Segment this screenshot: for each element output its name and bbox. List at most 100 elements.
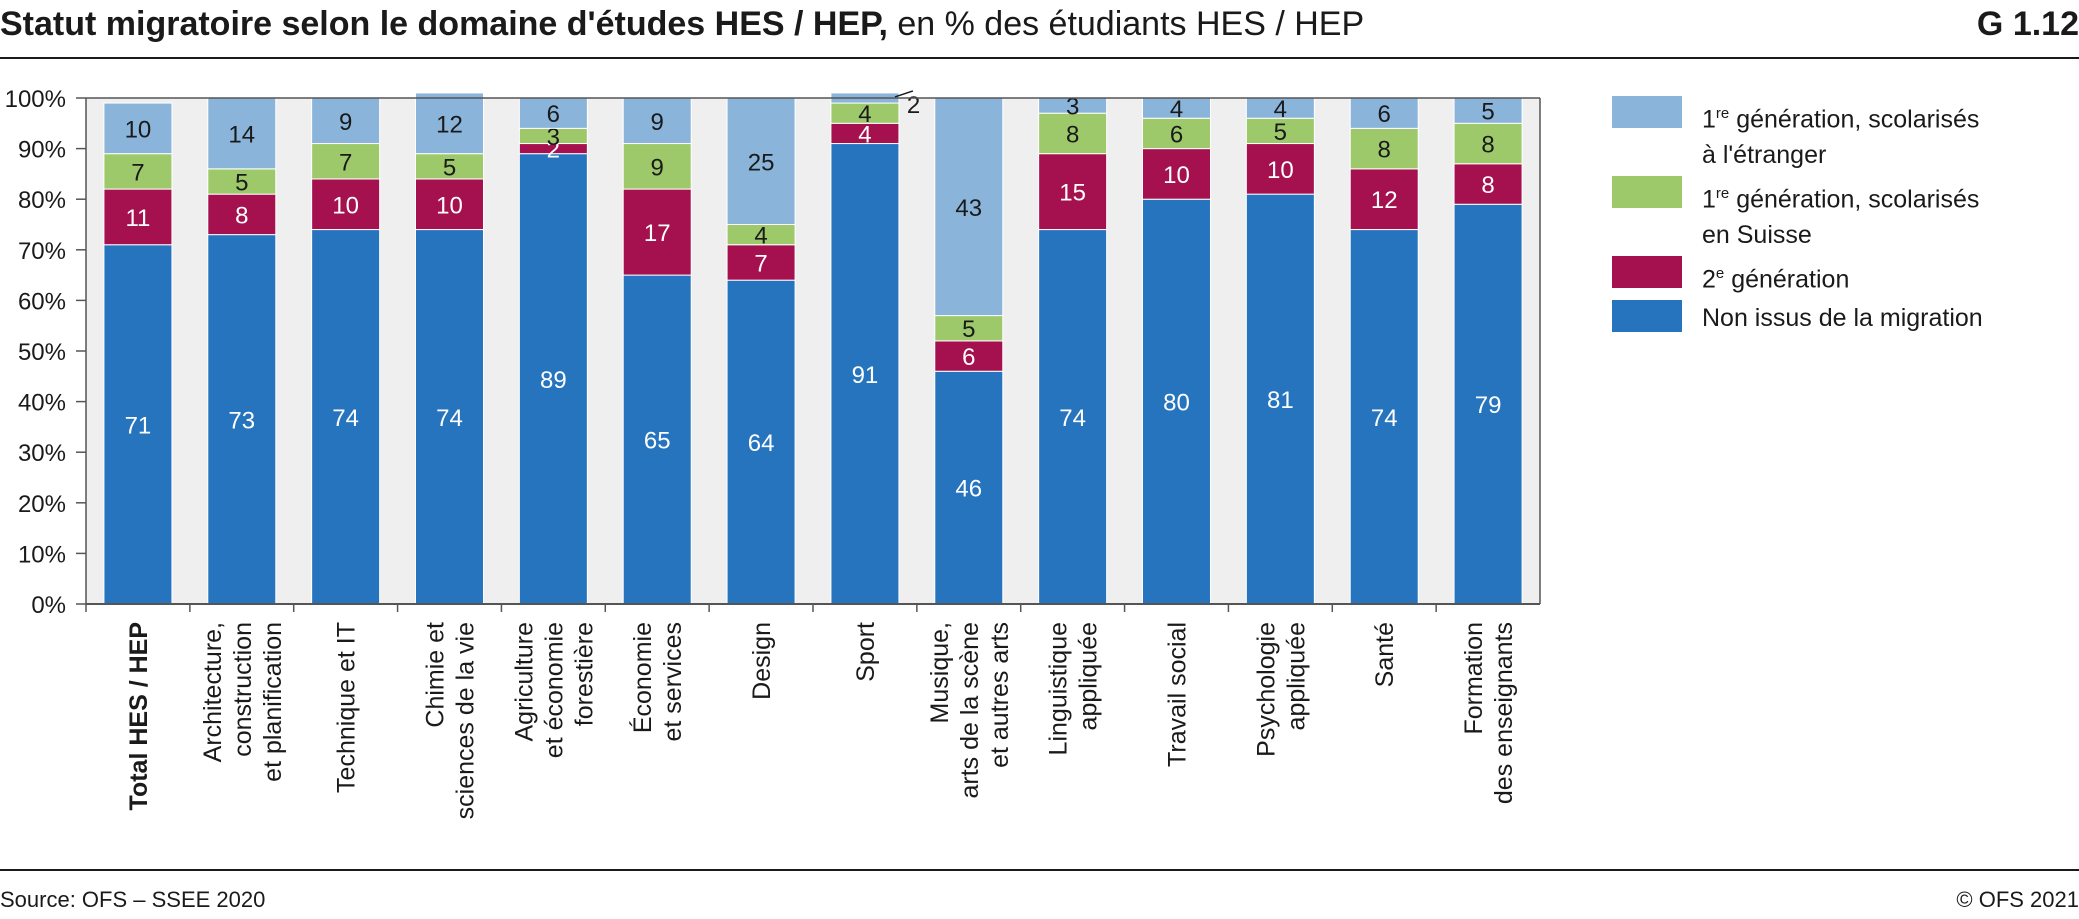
bar-data-label: 7 bbox=[131, 159, 144, 186]
bar-data-label: 43 bbox=[955, 195, 982, 222]
bar-segment bbox=[1142, 148, 1211, 200]
bar-data-label: 9 bbox=[651, 109, 664, 136]
chart-header: Statut migratoire selon le domaine d'étu… bbox=[0, 0, 2079, 58]
x-category-label-line: Chimie et bbox=[422, 622, 450, 728]
legend-item: 1re génération, scolarisés à l'étranger bbox=[1612, 96, 2072, 169]
legend-label-superscript: e bbox=[1715, 265, 1725, 282]
x-category-label: Psychologie appliquée bbox=[1252, 622, 1310, 757]
y-tick-label: 20% bbox=[18, 491, 66, 518]
bar-segment bbox=[207, 97, 277, 170]
bar-data-label: 7 bbox=[339, 149, 352, 176]
x-category-label: Santé bbox=[1371, 622, 1399, 687]
legend-swatch bbox=[1612, 176, 1682, 208]
bar-segment bbox=[103, 102, 173, 155]
bar-segment bbox=[726, 244, 796, 281]
bar-segment bbox=[1245, 193, 1315, 605]
bar-data-label: 9 bbox=[651, 154, 664, 181]
x-category-label-line: Économie bbox=[628, 622, 657, 733]
legend-label: 1re génération, scolarisés à l'étranger bbox=[1702, 96, 2079, 173]
bar-data-label: 8 bbox=[1378, 137, 1391, 164]
bar-segment bbox=[622, 188, 692, 276]
legend-label-text: Non issus de la migration bbox=[1702, 304, 1983, 332]
bar-segment bbox=[934, 315, 1004, 342]
x-category-label-line: Agriculture bbox=[510, 622, 538, 742]
legend-item: 1re génération, scolarisés en Suisse bbox=[1612, 176, 2072, 249]
y-tick-label: 80% bbox=[18, 187, 66, 214]
bar-data-label: 73 bbox=[228, 407, 255, 434]
bar-segment bbox=[1038, 112, 1108, 155]
bar-segment bbox=[311, 178, 381, 231]
bar-data-label: 74 bbox=[436, 405, 463, 432]
bar-data-label: 9 bbox=[339, 109, 352, 136]
bar-segment bbox=[934, 370, 1004, 605]
y-tick-label: 70% bbox=[18, 238, 66, 265]
legend-label: 2e génération bbox=[1702, 256, 2079, 297]
x-category-label-line: Travail social bbox=[1164, 622, 1192, 767]
x-category-label-line: construction bbox=[229, 622, 257, 757]
bar-data-label: 8 bbox=[1066, 121, 1079, 148]
bar-segment bbox=[622, 143, 692, 190]
bar-data-label: 5 bbox=[962, 316, 975, 343]
bar-segment bbox=[622, 97, 692, 145]
bar-data-label: 10 bbox=[1163, 162, 1190, 189]
y-tick-label: 40% bbox=[18, 390, 66, 417]
bar-data-label: 8 bbox=[1481, 172, 1494, 199]
bar-data-label: 91 bbox=[852, 362, 879, 389]
x-category-label: Formation des enseignants bbox=[1460, 622, 1518, 804]
bar-data-label: 89 bbox=[540, 367, 567, 394]
x-category-label-line: Santé bbox=[1371, 622, 1399, 687]
bar-segment bbox=[1245, 117, 1315, 145]
x-category-label-line: Total HES / HEP bbox=[125, 622, 153, 810]
y-tick-label: 10% bbox=[18, 541, 66, 568]
y-tick-label: 90% bbox=[18, 137, 66, 164]
top-rule bbox=[0, 57, 2079, 59]
bar-segment bbox=[207, 168, 277, 195]
bar-segment bbox=[1038, 153, 1108, 231]
x-category-label: Agriculture et économie forestière bbox=[510, 622, 598, 758]
bar-data-label: 10 bbox=[1267, 157, 1294, 184]
bar-segment bbox=[518, 153, 588, 605]
bar-data-label: 15 bbox=[1059, 180, 1086, 207]
bar-segment bbox=[726, 279, 796, 605]
bar-data-label: 65 bbox=[644, 428, 671, 455]
bar-segment bbox=[1349, 168, 1419, 231]
x-category-label: Technique et IT bbox=[333, 622, 361, 793]
bar-data-label: 8 bbox=[1481, 132, 1494, 159]
x-category-label-line: Design bbox=[748, 622, 776, 700]
legend-label: Non issus de la migration bbox=[1702, 300, 2079, 336]
bar-data-label: 5 bbox=[1481, 99, 1494, 126]
x-category-label-line: Psychologie bbox=[1252, 622, 1280, 757]
bar-data-label: 4 bbox=[754, 223, 767, 250]
x-category-label-line: Formation bbox=[1460, 622, 1488, 735]
bar-data-label: 4 bbox=[858, 121, 871, 148]
chart-title-rest: en % des étudiants HES / HEP bbox=[887, 5, 1365, 43]
legend-label-text: génération bbox=[1724, 265, 1850, 294]
bar-data-label: 6 bbox=[1378, 101, 1391, 128]
x-category-label-line: Linguistique bbox=[1045, 622, 1073, 755]
x-category-label: Architecture, construction et planificatio… bbox=[199, 622, 287, 782]
bar-segment bbox=[207, 234, 277, 605]
copyright-note: © OFS 2021 bbox=[1956, 887, 2079, 912]
bar-data-label: 4 bbox=[1170, 96, 1183, 123]
y-tick-label: 30% bbox=[18, 440, 66, 467]
x-category-label-line: et économie bbox=[540, 622, 568, 758]
bar-data-label: 5 bbox=[235, 169, 248, 196]
legend-label-text-line2: en Suisse bbox=[1702, 221, 1812, 250]
legend-swatch bbox=[1612, 256, 1682, 288]
legend-label-prefix: 1 bbox=[1702, 185, 1716, 214]
bar-segment bbox=[1453, 122, 1523, 165]
legend-label-prefix: 1 bbox=[1702, 105, 1716, 134]
bar-segment bbox=[207, 193, 277, 236]
bar-segment bbox=[103, 153, 173, 190]
figure-id: G 1.12 bbox=[1976, 5, 2079, 43]
bar-data-label: 6 bbox=[1170, 121, 1183, 148]
x-category-label-line: Architecture, bbox=[199, 622, 227, 762]
y-tick-label: 60% bbox=[18, 288, 66, 315]
y-tick-label: 50% bbox=[18, 339, 66, 366]
legend-label-superscript: re bbox=[1715, 185, 1730, 202]
bar-data-label: 11 bbox=[125, 205, 150, 232]
x-category-label: Économie et services bbox=[628, 622, 687, 741]
bar-data-label: 7 bbox=[754, 250, 767, 277]
y-tick-label: 100% bbox=[5, 86, 66, 113]
bar-segment bbox=[934, 340, 1004, 372]
